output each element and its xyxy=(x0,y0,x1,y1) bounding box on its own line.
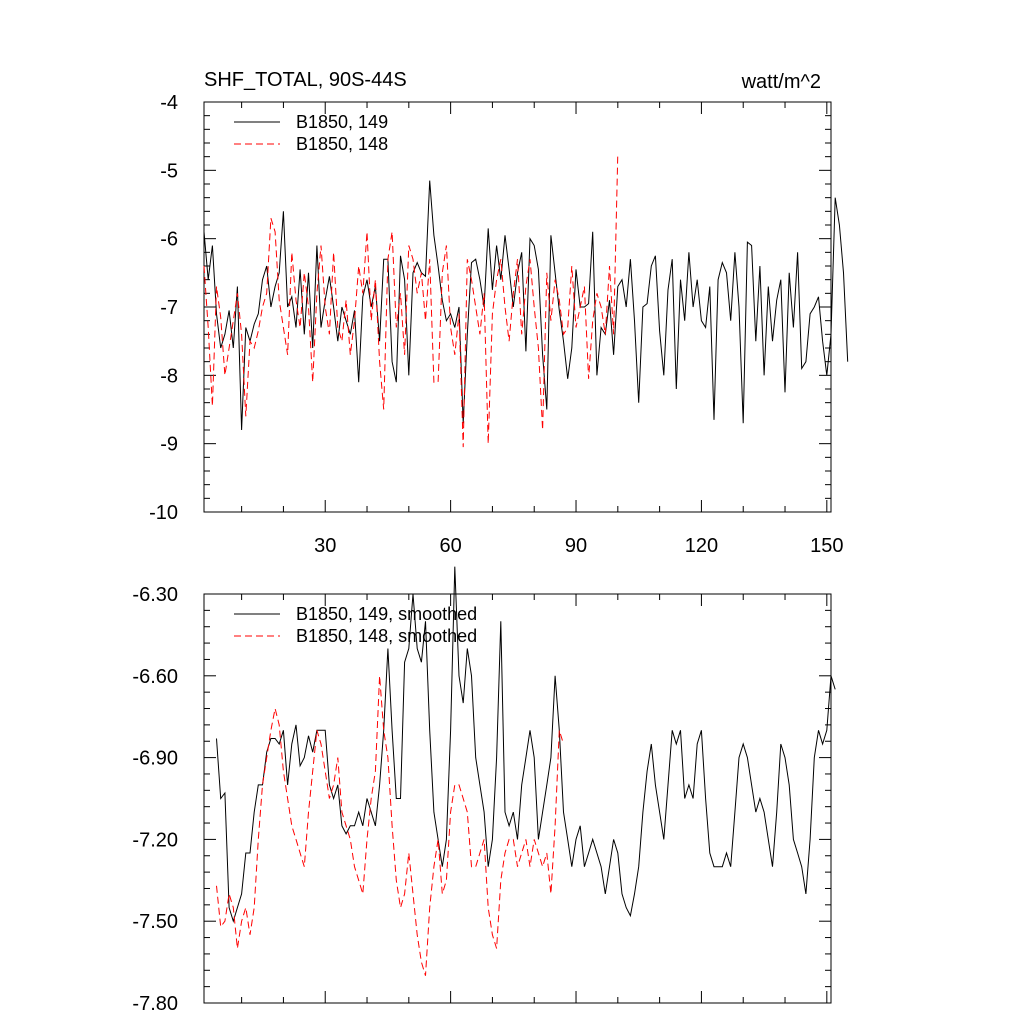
bottom-panel: -7.80 -7.50 -7.20 -6.90 -6.60 -6.30 B1850, 149… xyxy=(132,566,836,1015)
plot-frame xyxy=(203,593,832,1004)
series-line-1 xyxy=(203,153,619,448)
legend-label: B1850, 149 xyxy=(296,112,388,132)
units-label: watt/m^2 xyxy=(741,71,821,93)
y-tick-label: -6.90 xyxy=(132,748,178,770)
x-tick-label: 30 xyxy=(314,535,336,557)
y-tick-label: -7.80 xyxy=(132,993,178,1015)
y-tick-label: -4 xyxy=(160,92,178,114)
x-tick-label: 120 xyxy=(685,535,718,557)
series-line-0 xyxy=(203,180,849,431)
y-tick-label: -9 xyxy=(160,434,178,456)
y-tick-label: -5 xyxy=(160,160,178,182)
x-tick-label: 90 xyxy=(565,535,587,557)
y-tick-label: -8 xyxy=(160,365,178,387)
top-panel: 30 60 90 120 150 -10 -9 -8 -7 -6 -5 -4 SHF_TOTAL, 90… xyxy=(149,69,849,557)
y-tick-label: -6 xyxy=(160,229,178,251)
x-tick-label: 60 xyxy=(439,535,461,557)
y-tick-label: -7 xyxy=(160,297,178,319)
series-line-1 xyxy=(216,675,564,976)
y-tick-label: -7.20 xyxy=(132,829,178,851)
y-tick-label: -6.60 xyxy=(132,666,178,688)
series-line-0 xyxy=(216,566,836,923)
y-tick-label: -7.50 xyxy=(132,911,178,933)
x-tick-label: 150 xyxy=(810,535,843,557)
plot-frame xyxy=(203,101,832,513)
legend-label: B1850, 149, smoothed xyxy=(296,604,477,624)
legend-label: B1850, 148 xyxy=(296,134,388,154)
y-tick-label: -6.30 xyxy=(132,584,178,606)
y-tick-label: -10 xyxy=(149,502,178,524)
legend-label: B1850, 148, smoothed xyxy=(296,626,477,646)
chart-title: SHF_TOTAL, 90S-44S xyxy=(204,69,407,91)
